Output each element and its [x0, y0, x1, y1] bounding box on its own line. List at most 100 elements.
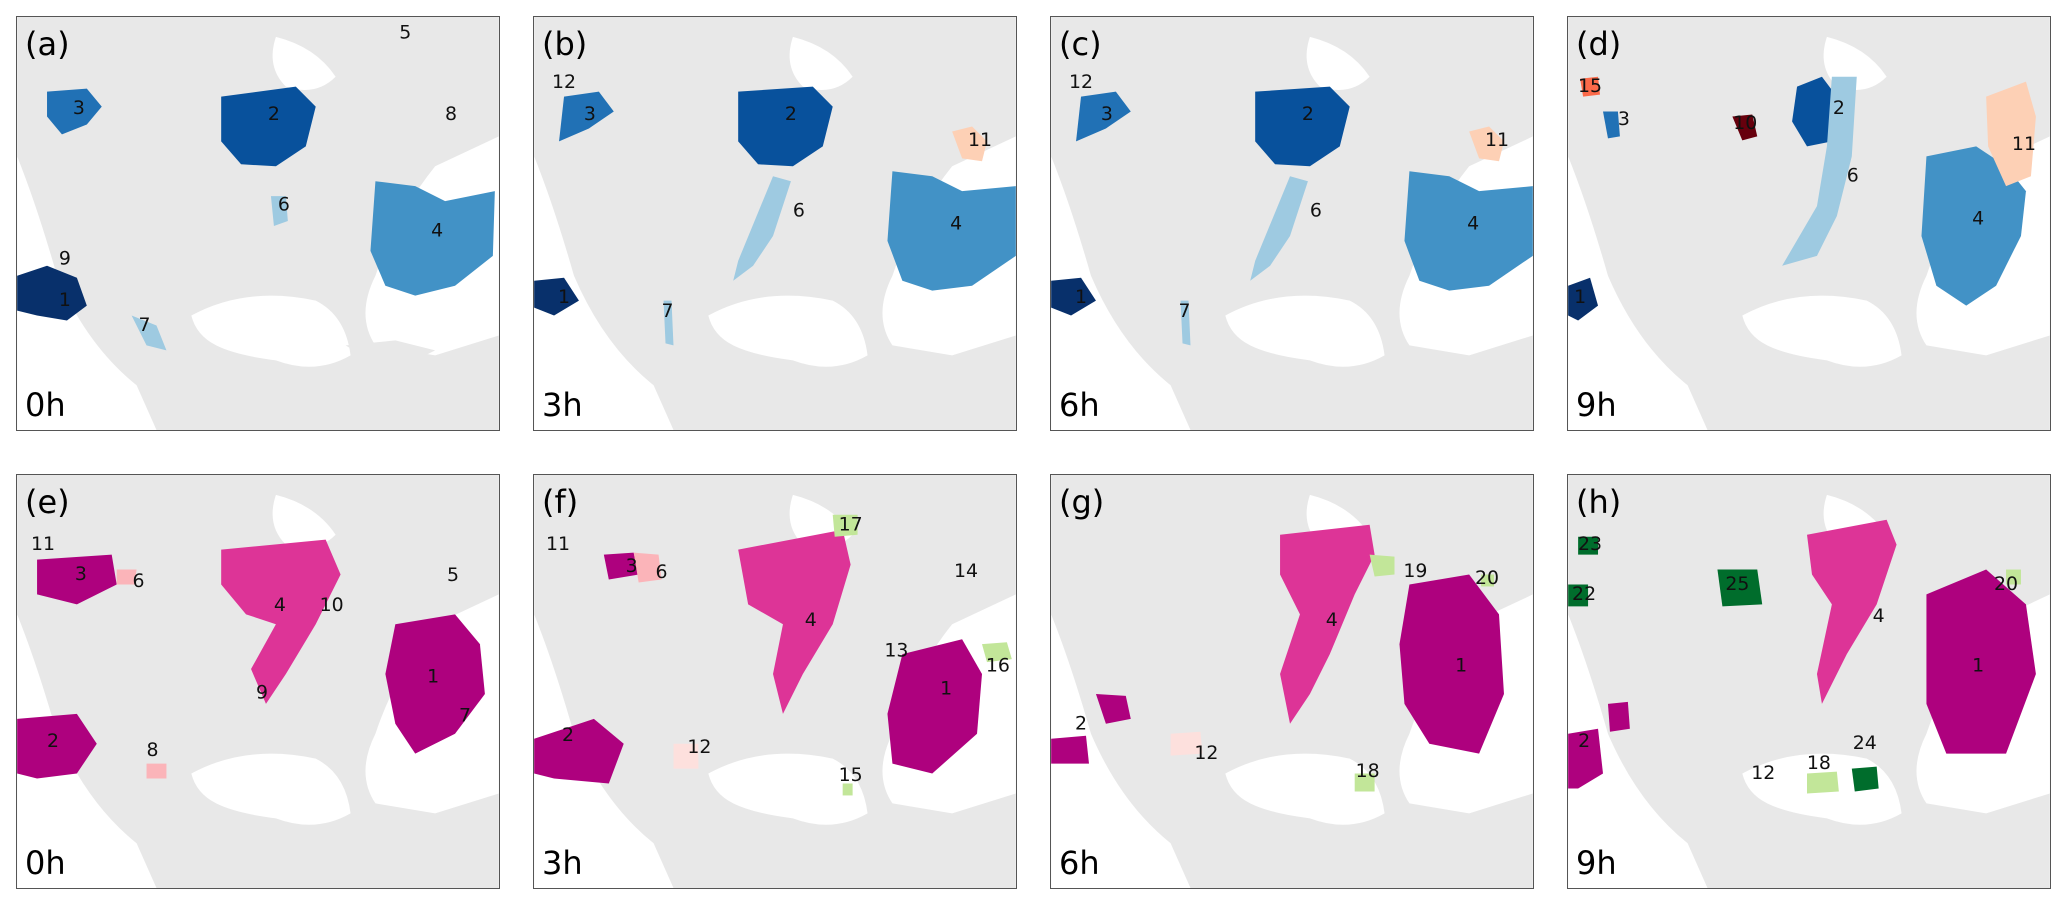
- feature-number: 4: [431, 219, 443, 241]
- feature-20: [2006, 569, 2021, 585]
- feature-number: 7: [459, 704, 471, 726]
- map-panel-d: 15 3 10 2 6 11 4 1 (d) 9h: [1567, 16, 2051, 431]
- feature-number: 3: [75, 563, 87, 585]
- feature-1: [1926, 569, 2036, 754]
- feature-number: 4: [950, 212, 962, 234]
- land-gulf-water: [191, 753, 351, 825]
- map-e: 11 3 6 4 10 5 9 1 7 2 8: [17, 475, 499, 888]
- land-hudson: [789, 36, 853, 90]
- feature-1: [887, 639, 982, 774]
- feature-number: 6: [1847, 165, 1859, 187]
- map-g: 4 19 20 1 2 12 18: [1051, 475, 1533, 888]
- feature-number: 7: [1179, 300, 1191, 322]
- feature-number: 9: [59, 247, 71, 269]
- map-f: 11 3 6 17 14 4 13 16 1 2 12 15: [534, 475, 1016, 888]
- panel-time: 0h: [25, 844, 66, 882]
- feature-number: 4: [805, 609, 817, 631]
- feature-7: [1180, 300, 1191, 346]
- map-d: 15 3 10 2 6 11 4 1: [1568, 17, 2050, 430]
- land-hudson: [272, 36, 336, 90]
- panel-time: 9h: [1576, 844, 1617, 882]
- land-hudson: [272, 494, 336, 548]
- feature-4: [1280, 524, 1375, 724]
- feature-1: [385, 614, 485, 754]
- feature-18: [1807, 771, 1839, 794]
- map-panel-f: 11 3 6 17 14 4 13 16 1 2 12 15 (f) 3h: [533, 474, 1017, 889]
- feature-number: 10: [1733, 112, 1757, 134]
- feature-number: 7: [139, 314, 151, 336]
- feature-3: [603, 552, 639, 580]
- feature-number: 4: [1326, 609, 1338, 631]
- feature-1: [1399, 574, 1504, 754]
- feature-4: [221, 539, 341, 704]
- land-pacific: [1568, 156, 1708, 430]
- panel-label: (g): [1059, 483, 1105, 521]
- feature-6: [1250, 176, 1308, 281]
- feature-7: [131, 315, 167, 351]
- map-panel-b: 12 3 2 11 6 4 1 7 (b) 3h: [533, 16, 1017, 431]
- feature-6: [733, 176, 791, 281]
- feature-number: 11: [1485, 129, 1509, 151]
- feature-number: 20: [1475, 567, 1499, 589]
- feature-6: [1782, 76, 1857, 266]
- panel-label: (b): [542, 25, 588, 63]
- feature-22: [1568, 584, 1589, 607]
- feature-number: 9: [256, 681, 268, 703]
- feature-3: [559, 91, 614, 142]
- feature-number: 13: [884, 640, 908, 662]
- feature-10: [1732, 114, 1758, 141]
- land-hudson: [1306, 36, 1370, 90]
- feature-3: [47, 88, 102, 135]
- feature-2: [534, 718, 624, 784]
- feature-number: 12: [687, 736, 711, 758]
- land-pacific: [17, 156, 157, 430]
- feature-8: [146, 763, 167, 779]
- feature-19: [1369, 554, 1395, 577]
- feature-number: 4: [1873, 605, 1885, 627]
- feature-number: 1: [1972, 655, 1984, 677]
- feature-number: 5: [399, 21, 411, 43]
- feature-1: [17, 265, 87, 321]
- feature-number: 18: [1356, 760, 1380, 782]
- feature-number: 11: [2012, 133, 2036, 155]
- feature-4: [738, 529, 851, 714]
- feature-number: 4: [1972, 208, 1984, 230]
- panel-label: (d): [1576, 25, 1622, 63]
- feature-6: [633, 552, 662, 583]
- feature-20: [1481, 574, 1495, 587]
- feature-number: 4: [274, 594, 286, 616]
- land-pacific: [534, 614, 674, 888]
- land-gulf-water: [1225, 295, 1385, 367]
- land-pacific: [1051, 614, 1191, 888]
- land-gulf-water: [1742, 295, 1902, 367]
- feature-number: 8: [445, 103, 457, 125]
- feature-4: [887, 171, 1016, 291]
- feature-1: [1051, 277, 1096, 316]
- feature-15: [842, 783, 853, 796]
- feature-25: [1717, 569, 1763, 607]
- feature-11: [952, 126, 987, 162]
- panel-label: (c): [1059, 25, 1102, 63]
- feature-2: [17, 713, 97, 779]
- land-pacific: [1568, 614, 1708, 888]
- feature-number: 11: [31, 533, 55, 555]
- feature-number: 17: [839, 513, 863, 535]
- land-gulf-water: [708, 295, 868, 367]
- feature-number: 18: [1807, 752, 1831, 774]
- feature-2: [1255, 86, 1350, 167]
- feature-number: 25: [1725, 573, 1749, 595]
- feature-number: 12: [1194, 742, 1218, 764]
- feature-number: 11: [546, 533, 570, 555]
- panel-label: (h): [1576, 483, 1622, 521]
- map-h: 23 22 25 4 20 1 2 12 18 24: [1568, 475, 2050, 888]
- feature-number: 1: [940, 677, 952, 699]
- feature-number: 3: [1618, 108, 1630, 130]
- feature-number: 8: [146, 739, 158, 761]
- map-panel-e: 11 3 6 4 10 5 9 1 7 2 8 (e) 0h: [16, 474, 500, 889]
- feature-number: 14: [954, 560, 978, 582]
- feature-2: [221, 86, 316, 167]
- feature-number: 2: [562, 724, 574, 746]
- feature-number: 15: [839, 764, 863, 786]
- feature-4: [1807, 519, 1897, 704]
- land-gulf-water: [708, 753, 868, 825]
